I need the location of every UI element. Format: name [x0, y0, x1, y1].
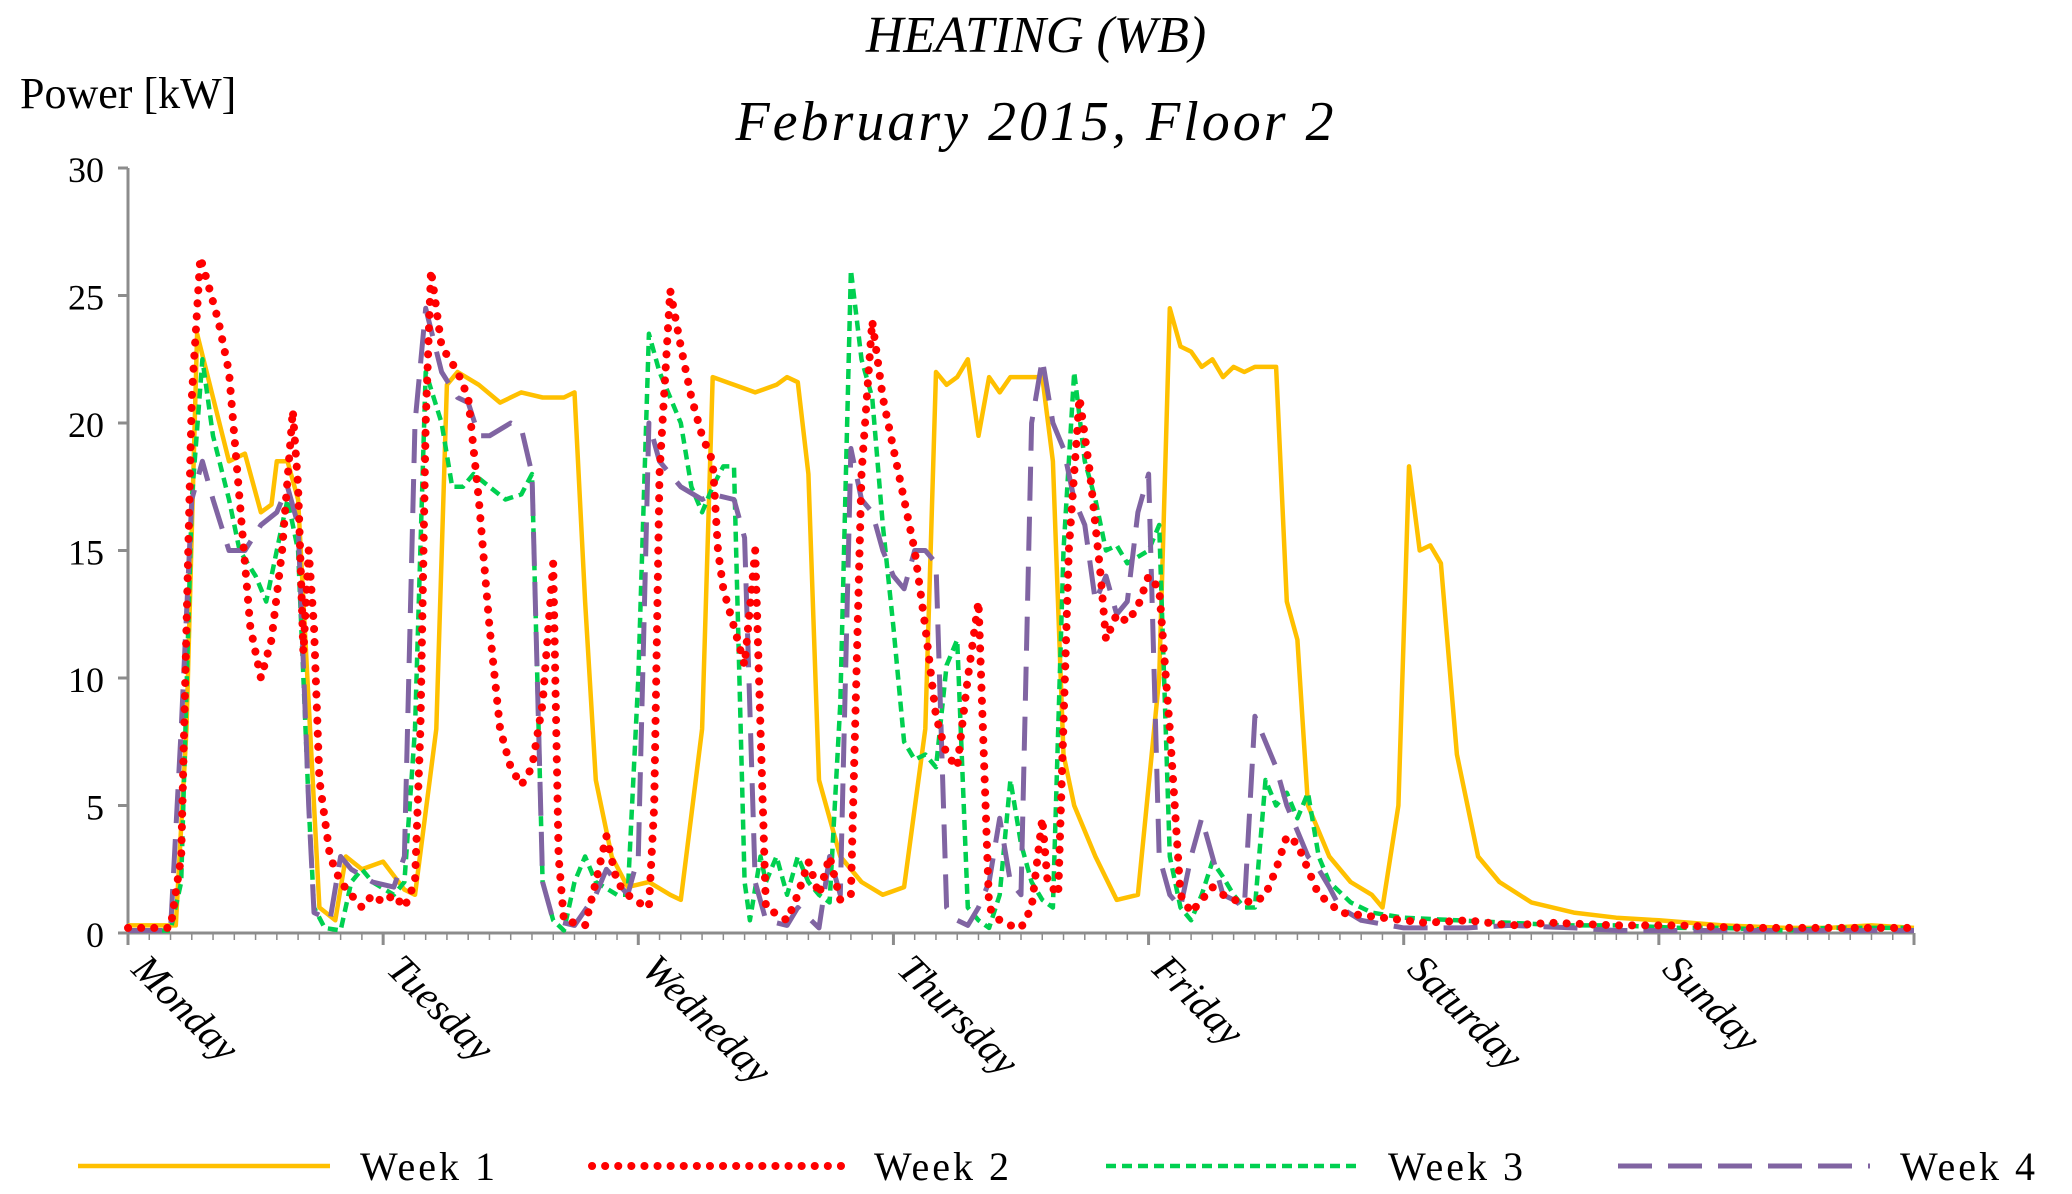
- legend-label: Week 4: [1900, 1144, 2038, 1189]
- series-line-week-4: [128, 305, 1914, 933]
- y-tick-label: 30: [68, 150, 104, 190]
- legend-label: Week 2: [874, 1144, 1012, 1189]
- y-tick-label: 25: [68, 278, 104, 318]
- series-layer: [124, 253, 1918, 933]
- y-tick-label: 20: [68, 405, 104, 445]
- x-category-label: Wedneday: [634, 946, 781, 1093]
- series-line-week-3: [128, 267, 1914, 933]
- legend-label: Week 1: [360, 1144, 498, 1189]
- x-axis: Monday Tuesday Wedneday Thursday Friday Satur…: [123, 931, 1916, 1093]
- y-tick-label: 5: [86, 788, 104, 828]
- legend: Week 1 Week 2 Week 3 Week 4: [78, 1144, 2038, 1189]
- y-tick-label: 10: [68, 660, 104, 700]
- series-line-week-1: [128, 306, 1915, 931]
- x-category-label: Sunday: [1654, 946, 1769, 1061]
- legend-label: Week 3: [1388, 1144, 1526, 1189]
- y-tick-label: 15: [68, 533, 104, 573]
- x-category-label: Tuesday: [379, 946, 504, 1071]
- chart-title: HEATING (WB): [865, 7, 1206, 64]
- x-category-label: Thursday: [889, 946, 1028, 1085]
- x-category-label: Monday: [123, 945, 248, 1070]
- y-tick-label: 0: [86, 915, 104, 955]
- y-axis-label: Power [kW]: [20, 69, 236, 118]
- series-line-week-2: [124, 253, 1918, 932]
- x-category-label: Saturday: [1399, 946, 1532, 1079]
- x-category-label: Friday: [1144, 945, 1254, 1055]
- chart-subtitle: February 2015, Floor 2: [734, 91, 1336, 153]
- y-axis: 0 5 10 15 20 25 30: [68, 150, 130, 955]
